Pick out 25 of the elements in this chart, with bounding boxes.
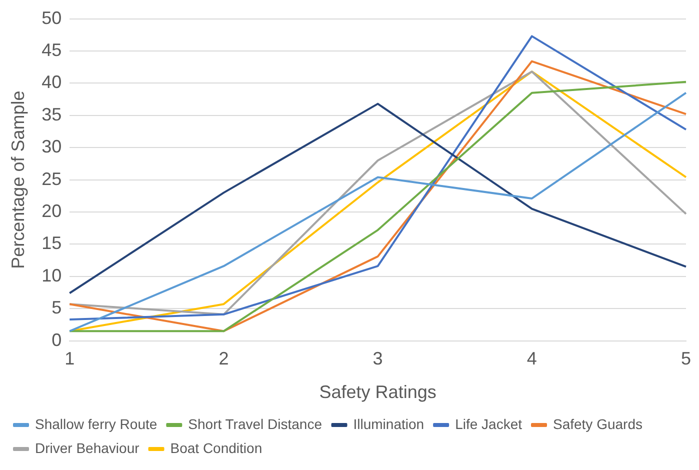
y-tick-label: 30 — [42, 136, 62, 157]
x-tick-label: 5 — [680, 348, 691, 369]
x-axis-title: Safety Ratings — [319, 382, 436, 402]
legend-label: Safety Guards — [552, 416, 642, 432]
y-tick-label: 15 — [42, 233, 62, 254]
legend-label: Boat Condition — [170, 440, 262, 456]
y-tick-label: 20 — [42, 200, 62, 221]
y-tick-label: 50 — [42, 8, 62, 28]
x-tick-label: 4 — [526, 348, 537, 369]
y-tick-label: 45 — [42, 40, 62, 60]
y-tick-label: 10 — [42, 265, 62, 286]
y-tick-label: 0 — [52, 330, 62, 350]
legend-label: Shallow ferry Route — [35, 416, 158, 432]
y-axis-title: Percentage of Sample — [8, 90, 28, 269]
y-tick-label: 5 — [52, 298, 62, 318]
legend-label: Illumination — [353, 416, 424, 432]
legend-label: Life Jacket — [455, 416, 522, 432]
y-tick-label: 40 — [42, 72, 62, 92]
x-tick-label: 3 — [372, 348, 383, 369]
x-tick-label: 1 — [64, 348, 75, 369]
y-tick-label: 35 — [42, 104, 62, 124]
y-tick-label: 25 — [42, 168, 62, 189]
legend-label: Driver Behaviour — [35, 440, 140, 456]
x-tick-label: 2 — [218, 348, 229, 369]
legend-label: Short Travel Distance — [188, 416, 322, 432]
